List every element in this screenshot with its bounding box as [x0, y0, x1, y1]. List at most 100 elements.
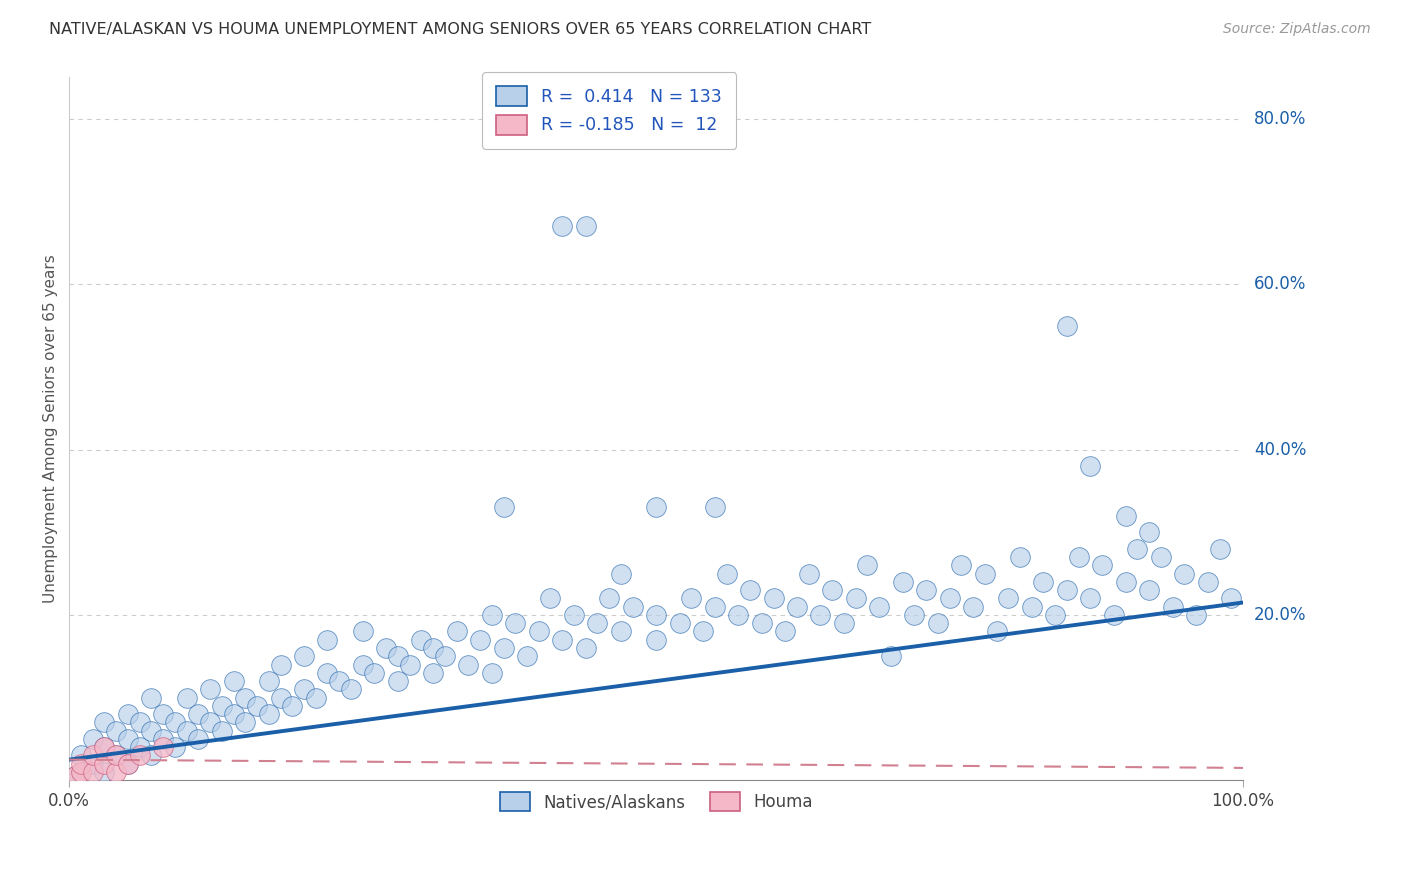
Point — [117, 756, 139, 771]
Point — [187, 707, 209, 722]
Point — [527, 624, 550, 639]
Point — [187, 731, 209, 746]
Point — [70, 765, 93, 780]
Point — [1115, 574, 1137, 589]
Point — [1080, 459, 1102, 474]
Point — [340, 682, 363, 697]
Point — [903, 607, 925, 622]
Point — [105, 765, 128, 780]
Point — [681, 591, 703, 606]
Point — [93, 740, 115, 755]
Point — [997, 591, 1019, 606]
Point — [773, 624, 796, 639]
Point — [82, 756, 104, 771]
Point — [751, 616, 773, 631]
Point — [1032, 574, 1054, 589]
Point — [270, 657, 292, 672]
Point — [891, 574, 914, 589]
Point — [832, 616, 855, 631]
Point — [1045, 607, 1067, 622]
Point — [1067, 549, 1090, 564]
Point — [70, 756, 93, 771]
Text: Source: ZipAtlas.com: Source: ZipAtlas.com — [1223, 22, 1371, 37]
Point — [163, 740, 186, 755]
Point — [63, 769, 86, 783]
Point — [1091, 558, 1114, 573]
Point — [1008, 549, 1031, 564]
Point — [422, 640, 444, 655]
Point — [141, 723, 163, 738]
Point — [610, 624, 633, 639]
Point — [845, 591, 868, 606]
Point — [128, 740, 150, 755]
Point — [727, 607, 749, 622]
Point — [93, 765, 115, 780]
Point — [797, 566, 820, 581]
Point — [105, 748, 128, 763]
Point — [176, 690, 198, 705]
Point — [762, 591, 785, 606]
Point — [422, 665, 444, 680]
Point — [562, 607, 585, 622]
Point — [481, 607, 503, 622]
Point — [598, 591, 620, 606]
Point — [211, 723, 233, 738]
Point — [152, 740, 174, 755]
Point — [938, 591, 960, 606]
Point — [716, 566, 738, 581]
Point — [703, 500, 725, 515]
Point — [163, 715, 186, 730]
Point — [492, 500, 515, 515]
Point — [1056, 583, 1078, 598]
Point — [986, 624, 1008, 639]
Point — [198, 682, 221, 697]
Point — [433, 649, 456, 664]
Point — [211, 698, 233, 713]
Text: 60.0%: 60.0% — [1254, 275, 1306, 293]
Point — [222, 674, 245, 689]
Point — [645, 632, 668, 647]
Point — [1150, 549, 1173, 564]
Text: 80.0%: 80.0% — [1254, 110, 1306, 128]
Point — [810, 607, 832, 622]
Point — [481, 665, 503, 680]
Point — [152, 731, 174, 746]
Point — [257, 707, 280, 722]
Point — [270, 690, 292, 705]
Legend: Natives/Alaskans, Houma: Natives/Alaskans, Houma — [486, 779, 827, 825]
Point — [352, 624, 374, 639]
Point — [551, 219, 574, 234]
Point — [610, 566, 633, 581]
Point — [575, 219, 598, 234]
Point — [1220, 591, 1243, 606]
Point — [950, 558, 973, 573]
Point — [117, 756, 139, 771]
Point — [82, 731, 104, 746]
Point — [973, 566, 995, 581]
Point — [70, 748, 93, 763]
Point — [176, 723, 198, 738]
Point — [457, 657, 479, 672]
Point — [233, 715, 256, 730]
Point — [540, 591, 562, 606]
Point — [915, 583, 938, 598]
Point — [363, 665, 385, 680]
Point — [1137, 525, 1160, 540]
Point — [82, 765, 104, 780]
Point — [316, 632, 339, 647]
Point — [141, 748, 163, 763]
Text: NATIVE/ALASKAN VS HOUMA UNEMPLOYMENT AMONG SENIORS OVER 65 YEARS CORRELATION CHA: NATIVE/ALASKAN VS HOUMA UNEMPLOYMENT AMO… — [49, 22, 872, 37]
Point — [786, 599, 808, 614]
Point — [703, 599, 725, 614]
Point — [738, 583, 761, 598]
Text: 20.0%: 20.0% — [1254, 606, 1306, 624]
Point — [868, 599, 890, 614]
Point — [492, 640, 515, 655]
Point — [70, 765, 93, 780]
Point — [375, 640, 398, 655]
Point — [1173, 566, 1195, 581]
Point — [411, 632, 433, 647]
Point — [222, 707, 245, 722]
Point — [152, 707, 174, 722]
Point — [141, 690, 163, 705]
